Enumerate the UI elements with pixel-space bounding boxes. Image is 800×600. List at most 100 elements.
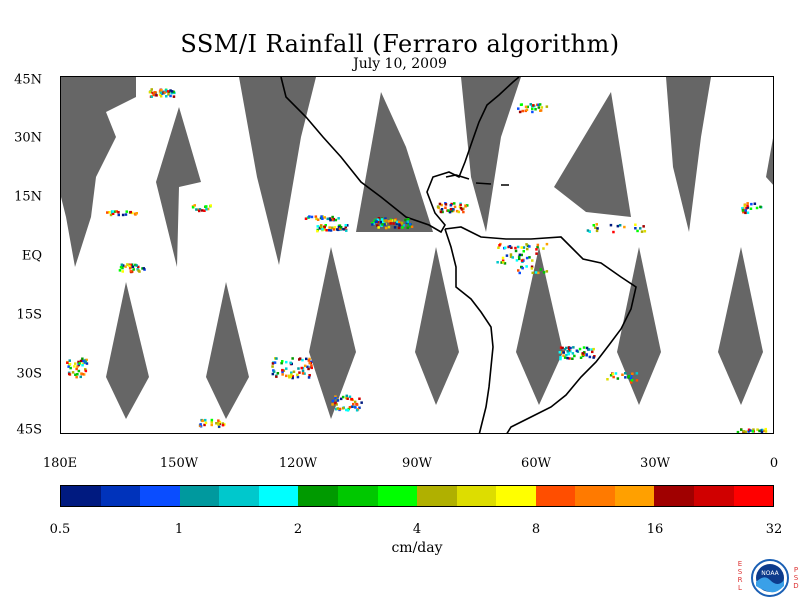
rain-pixel [562,354,565,357]
rain-pixel [629,377,633,380]
rain-pixel [118,269,122,272]
rain-pixel [346,224,349,227]
rain-pixel [525,256,529,260]
rain-pixel [290,371,293,374]
rain-pixel [196,208,200,211]
logo-letter: S [793,574,799,582]
rain-pixel [167,93,170,96]
rain-pixel [128,264,131,267]
south-america-west-coast [444,228,494,433]
colorbar-swatch [694,486,734,506]
swath-gaps [61,77,773,419]
rain-pixel [315,217,318,221]
rain-pixel [204,418,207,422]
noaa-logo: E S R L P S D NOAA [736,558,799,598]
rain-pixel [210,421,213,424]
rain-pixel [521,109,524,113]
swath-gap [106,282,149,419]
rain-pixel [623,225,626,229]
rain-pixel [85,358,88,362]
rain-pixel [387,225,391,229]
colorbar-swatch [258,486,299,506]
rain-pixel [291,357,294,360]
rain-pixel [381,223,384,226]
rain-pixel [582,351,586,354]
rain-pixel [201,419,205,422]
rain-pixel [436,205,440,209]
rain-pixel [321,217,324,220]
rain-pixel [66,361,69,364]
rain-pixel [746,211,750,214]
rain-pixel [742,430,745,433]
rain-pixel [753,202,757,205]
rain-pixel [141,267,144,270]
rain-pixel [371,221,374,225]
rain-pixel [165,95,168,98]
rain-pixel [304,217,308,220]
rain-pixel [383,223,386,226]
rain-pixel [133,212,137,216]
swath-gap [309,247,356,419]
rain-pixel [572,346,575,349]
rain-pixel [291,375,294,378]
rain-pixel [358,406,361,409]
rain-pixel [562,351,565,354]
rain-pixel [406,226,409,229]
rain-pixel [447,209,450,212]
rain-pixel [393,219,397,222]
rain-pixel [764,430,768,433]
rain-pixel [204,421,208,425]
rain-pixel [199,423,202,426]
logo-letter: P [793,566,799,574]
rain-pixel [534,271,538,274]
rain-pixel [82,373,86,376]
swath-gap [206,282,249,419]
rain-pixel [611,372,615,376]
rain-pixel [336,399,340,402]
map-title: SSM/I Rainfall (Ferraro algorithm) [180,30,620,58]
rain-pixel [106,211,109,214]
rain-pixel [322,227,326,230]
rain-pixel [334,395,337,398]
rain-pixel [334,396,337,400]
rain-pixel [537,271,540,275]
rain-pixel [170,90,174,93]
rain-pixel [579,356,583,359]
rain-pixel [310,366,313,370]
colorbar-tick: 8 [531,522,541,537]
rain-pixel [510,246,513,249]
rain-pixel [117,211,120,214]
lat-label-15s: 15S [16,307,42,323]
rain-pixel [741,207,744,210]
logo-letter: D [793,582,799,590]
rain-pixel [377,217,381,220]
rain-pixel [759,429,763,432]
rain-pixel [582,346,586,349]
rain-pixel [320,215,323,218]
rain-pixel [642,225,645,228]
lat-label-45s: 45S [16,422,42,438]
rain-pixel [74,362,77,365]
rainfall-map [60,76,774,434]
rain-pixel [281,368,284,372]
rain-pixel [616,224,620,228]
rain-pixel [345,396,348,400]
rain-pixel [339,397,343,401]
rain-pixel [630,381,633,384]
rain-pixel [400,222,404,225]
rain-pixel [273,361,277,364]
rain-pixel [455,209,459,213]
rain-pixel [529,103,532,106]
rain-pixel [172,95,176,98]
rain-pixel [119,266,123,269]
rain-pixel [397,226,401,230]
rain-pixel [542,247,545,250]
rain-pixel [120,263,124,266]
lon-label-0: 0 [769,456,779,471]
rain-pixel [339,226,343,229]
lon-label-60w: 60W [521,456,551,471]
rain-pixel [221,422,225,425]
rain-pixel [275,375,278,378]
rain-pixel [444,206,447,209]
rain-pixel [81,364,84,367]
